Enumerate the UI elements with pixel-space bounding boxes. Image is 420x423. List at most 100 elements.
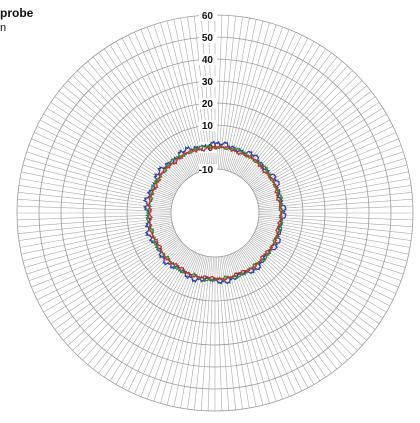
angular-gridline [17, 205, 172, 212]
series-line-1 [145, 142, 284, 283]
tick-label-bg [199, 120, 217, 131]
angular-gridline [115, 250, 194, 385]
angular-gridline [18, 217, 172, 234]
angular-gridline [50, 237, 179, 324]
angular-gridline [187, 256, 210, 410]
tick-label-bg [199, 98, 217, 109]
angular-gridline [127, 252, 196, 392]
angular-gridline [28, 144, 174, 199]
angular-gridline [255, 138, 399, 197]
angular-gridline [166, 255, 205, 406]
angular-gridline [258, 218, 412, 241]
angular-gridline [228, 254, 277, 402]
angular-gridline [31, 138, 175, 197]
angular-gridline [180, 256, 208, 409]
angular-gridline [257, 171, 409, 205]
angular-gridline [240, 52, 332, 178]
angular-gridline [104, 48, 191, 177]
angular-gridline [257, 164, 408, 203]
angular-gridline [216, 256, 223, 411]
angular-gridline [258, 198, 413, 211]
angular-gridline [43, 234, 178, 313]
angular-gridline [219, 16, 236, 170]
angular-gridline [92, 56, 189, 179]
angular-gridline [46, 236, 178, 319]
angular-gridline [223, 19, 257, 171]
angular-gridline [225, 255, 264, 406]
angular-gridline [228, 24, 277, 172]
angular-gridline [67, 242, 183, 346]
angular-gridline [17, 214, 172, 221]
angular-gridline [256, 227, 402, 282]
angular-gridline [257, 224, 406, 268]
angular-gridline [54, 238, 180, 330]
angular-gridline [77, 244, 185, 356]
angular-gridline [77, 70, 185, 182]
angular-gridline [18, 218, 172, 241]
angular-gridline [140, 253, 199, 397]
tick-label-bg [199, 54, 217, 65]
angular-gridline [200, 256, 213, 411]
angular-gridline [249, 90, 372, 187]
tick-label-bg [199, 76, 217, 87]
angular-gridline [250, 96, 376, 188]
angular-gridline [248, 85, 367, 185]
angular-gridline [87, 61, 187, 180]
tick-label-bg [199, 10, 217, 21]
angular-gridline [54, 96, 180, 188]
radial-tick-label: -10 [199, 165, 214, 176]
angular-gridline [246, 75, 358, 183]
radial-tick-label: 30 [202, 77, 214, 88]
angular-gridline [146, 254, 201, 400]
angular-gridline [220, 16, 243, 170]
angular-gridline [255, 230, 397, 294]
angular-gridline [134, 31, 198, 173]
angular-gridline [234, 34, 303, 174]
angular-gridline [249, 239, 372, 336]
angular-gridline [239, 48, 326, 177]
angular-gridline [240, 248, 332, 374]
angular-gridline [244, 65, 348, 181]
radial-tick-label: 60 [202, 11, 214, 22]
angular-gridline [98, 248, 190, 374]
angular-gridline [235, 251, 309, 388]
angular-gridline [36, 232, 176, 301]
angular-gridline [26, 151, 174, 200]
angular-gridline [22, 223, 173, 262]
angular-gridline [146, 26, 201, 172]
angular-gridline [246, 243, 358, 351]
angular-gridline [166, 20, 205, 171]
angular-gridline [226, 255, 270, 404]
angular-gridline [72, 243, 184, 351]
angular-gridline [104, 249, 191, 378]
angular-gridline [243, 61, 343, 180]
angular-gridline [153, 24, 202, 172]
angular-gridline [121, 251, 195, 388]
series-line-2 [146, 144, 285, 282]
legend-subtitle: n [0, 22, 7, 34]
angular-gridline [258, 214, 413, 221]
radial-tick-label: 40 [202, 55, 214, 66]
angular-gridline [58, 239, 181, 336]
angular-gridline [250, 238, 376, 330]
angular-gridline [245, 70, 353, 182]
angular-gridline [257, 223, 408, 262]
angular-gridline [256, 144, 402, 199]
angular-gridline [258, 185, 412, 208]
angular-gridline [22, 164, 173, 203]
angular-gridline [229, 26, 284, 172]
angular-gridline [26, 226, 174, 275]
angular-gridline [232, 253, 296, 395]
angular-gridline [239, 249, 326, 378]
angular-gridline [226, 22, 270, 171]
angular-gridline [234, 252, 303, 392]
angular-gridline [247, 242, 363, 346]
data-series [142, 140, 287, 285]
angular-gridline [256, 226, 404, 275]
angular-gridline [253, 119, 390, 193]
angular-gridline [257, 158, 406, 202]
angular-gridline [251, 237, 380, 324]
radial-tick-label: 20 [202, 99, 214, 110]
angular-gridline [217, 15, 230, 170]
angular-gridline [231, 29, 290, 173]
